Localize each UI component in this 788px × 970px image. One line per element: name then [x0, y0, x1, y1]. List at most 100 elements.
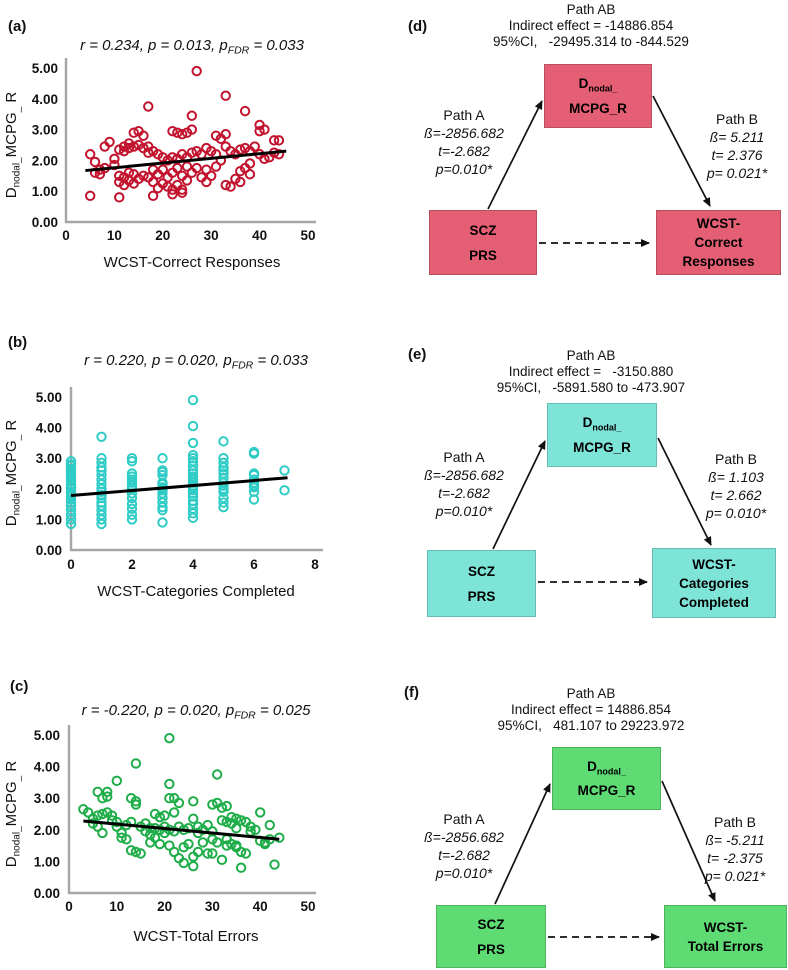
data-point [240, 848, 252, 859]
data-point [135, 848, 146, 859]
data-point [188, 813, 199, 824]
mediator-box: Dnodal_ MCPG_R [547, 403, 657, 467]
data-point [187, 394, 199, 406]
scatter-plot-a: 0 10 20 30 40 50 0.00 1.00 2.00 3.00 4.00 5.00 r = 0… [3, 37, 316, 271]
y-tick-label: 1.00 [32, 184, 58, 199]
data-point [211, 769, 223, 780]
x-tick-label: 6 [250, 557, 258, 572]
data-point [111, 821, 123, 832]
x-tick-label: 4 [189, 557, 197, 572]
data-point [202, 819, 213, 831]
trend-line [70, 476, 288, 498]
data-point [202, 848, 213, 859]
panel-label-c: (c) [10, 678, 29, 695]
data-point [168, 807, 180, 818]
x-tick-label: 0 [67, 557, 75, 572]
data-point [121, 834, 132, 845]
data-point [216, 802, 228, 813]
data-point [164, 840, 175, 851]
x-tick-label: 0 [65, 899, 73, 914]
y-tick-label: 0.00 [36, 543, 62, 558]
data-point [109, 153, 120, 165]
confidence-interval: 95%CI, -5891.580 to -473.907 [496, 380, 686, 395]
data-point [235, 862, 247, 873]
data-point [248, 482, 260, 493]
panel-label-a: (a) [8, 18, 27, 35]
confidence-interval: 95%CI, 481.107 to 29223.972 [497, 718, 685, 733]
data-point [264, 819, 275, 831]
y-axis-title: Dnodal_MCPG_ R [3, 761, 23, 868]
data-point [254, 125, 265, 137]
data-point [201, 176, 212, 188]
path-a-stats: Path A ß=-2856.682 t=-2.682 p=0.010* [424, 107, 504, 177]
mediator-box: Dnodal_ MCPG_R [552, 747, 661, 810]
y-tick-label: 5.00 [34, 728, 60, 743]
box-line: PRS [477, 941, 505, 957]
predictor-box: SCZ PRS [436, 905, 546, 968]
data-point [168, 846, 180, 858]
data-point [220, 129, 231, 140]
trend-line [85, 149, 287, 173]
data-point [102, 791, 113, 802]
x-tick-label: 2 [128, 557, 136, 572]
data-point [85, 149, 96, 160]
data-point [164, 793, 175, 804]
data-point [279, 485, 290, 496]
outcome-box: WCST- Correct Responses [656, 210, 781, 275]
box-line: Categories [679, 575, 749, 591]
data-point [96, 518, 107, 530]
data-point [111, 775, 123, 787]
data-point [249, 141, 260, 152]
data-point [130, 796, 142, 807]
data-point [244, 169, 256, 180]
data-point [149, 832, 161, 843]
data-point [176, 184, 188, 195]
predictor-box: SCZ PRS [429, 210, 537, 275]
data-point [102, 786, 113, 798]
indirect-effect-header: Path AB Indirect effect = -14886.854 95%… [394, 2, 788, 50]
data-point [221, 840, 232, 851]
data-point [226, 811, 237, 823]
data-point [116, 832, 127, 843]
mediator-box: Dnodal_ MCPG_R [544, 64, 652, 128]
data-point [138, 170, 149, 182]
data-point [218, 501, 229, 513]
data-point [123, 167, 135, 178]
box-line: SCZ [477, 916, 505, 932]
data-point [181, 127, 193, 138]
box-line: Responses [682, 254, 755, 269]
data-point [128, 141, 139, 152]
indirect-effect-value: Indirect effect = -14886.854 [508, 18, 674, 33]
panel-label-e: (e) [408, 346, 427, 363]
data-point [235, 176, 246, 188]
y-tick-label: 2.00 [36, 482, 62, 497]
x-tick-label: 30 [204, 228, 219, 243]
data-point [126, 456, 138, 467]
data-point [157, 517, 168, 528]
data-point [273, 149, 285, 160]
box-line: Completed [679, 594, 749, 610]
data-point [183, 838, 194, 850]
data-point [130, 758, 142, 769]
box-line: SCZ [469, 222, 497, 238]
x-tick-label: 50 [300, 228, 315, 243]
data-point [157, 453, 168, 464]
data-point [154, 811, 166, 823]
data-point [216, 815, 228, 826]
data-point [147, 176, 159, 188]
data-point [188, 796, 199, 807]
x-tick-label: 40 [253, 899, 268, 914]
chart-title: r = -0.220, p = 0.020, pFDR = 0.025 [82, 702, 311, 722]
y-axis-title: Dnodal_MCPG_ R [3, 420, 23, 527]
path-ab-title: Path AB [566, 2, 616, 17]
y-tick-label: 2.00 [34, 823, 60, 838]
x-tick-label: 10 [107, 228, 122, 243]
panel-label-f: (f) [404, 684, 419, 701]
path-b-arrow [652, 95, 711, 207]
data-point [197, 837, 209, 848]
data-point [111, 816, 123, 828]
arrow-layer [487, 95, 711, 247]
box-line: Correct [694, 235, 743, 250]
path-b-arrow [657, 437, 712, 546]
y-tick-label: 3.00 [36, 451, 62, 466]
